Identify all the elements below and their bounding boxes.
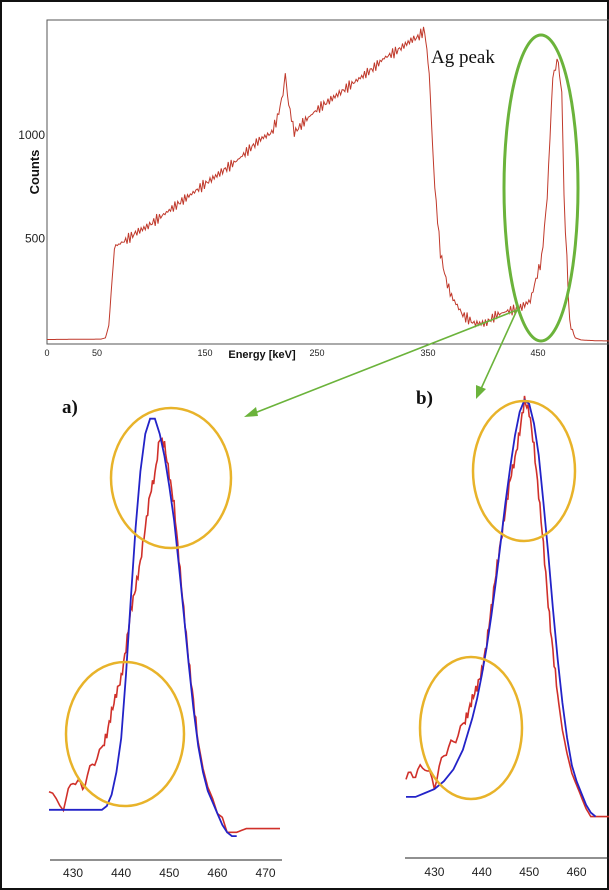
x-tick-450: 450 <box>530 348 545 358</box>
panel-b-x-tick-430: 430 <box>424 865 444 879</box>
panel-b-label: b) <box>416 388 433 409</box>
panel-a-x-tick-460: 460 <box>207 866 227 880</box>
y-tick-500: 500 <box>25 231 45 245</box>
panel-a-x-tick-440: 440 <box>111 866 131 880</box>
panel-b-x-tick-460: 460 <box>567 865 587 879</box>
x-tick-250: 250 <box>309 348 324 358</box>
x-tick-350: 350 <box>420 348 435 358</box>
panel-b-x-tick-450: 450 <box>519 865 539 879</box>
y-tick-1000: 1000 <box>18 128 45 142</box>
x-tick-0: 0 <box>44 348 49 358</box>
y-axis-label: Counts <box>27 150 42 195</box>
ag-peak-annotation: Ag peak <box>431 47 495 68</box>
panel-a-x-tick-470: 470 <box>256 866 276 880</box>
panel-a-x-tick-430: 430 <box>63 866 83 880</box>
panel-a-label: a) <box>62 397 78 418</box>
panel-a-x-tick-450: 450 <box>159 866 179 880</box>
x-axis-label: Energy [keV] <box>228 349 296 361</box>
panel-b-x-tick-440: 440 <box>472 865 492 879</box>
x-tick-50: 50 <box>92 348 102 358</box>
x-tick-150: 150 <box>197 348 212 358</box>
